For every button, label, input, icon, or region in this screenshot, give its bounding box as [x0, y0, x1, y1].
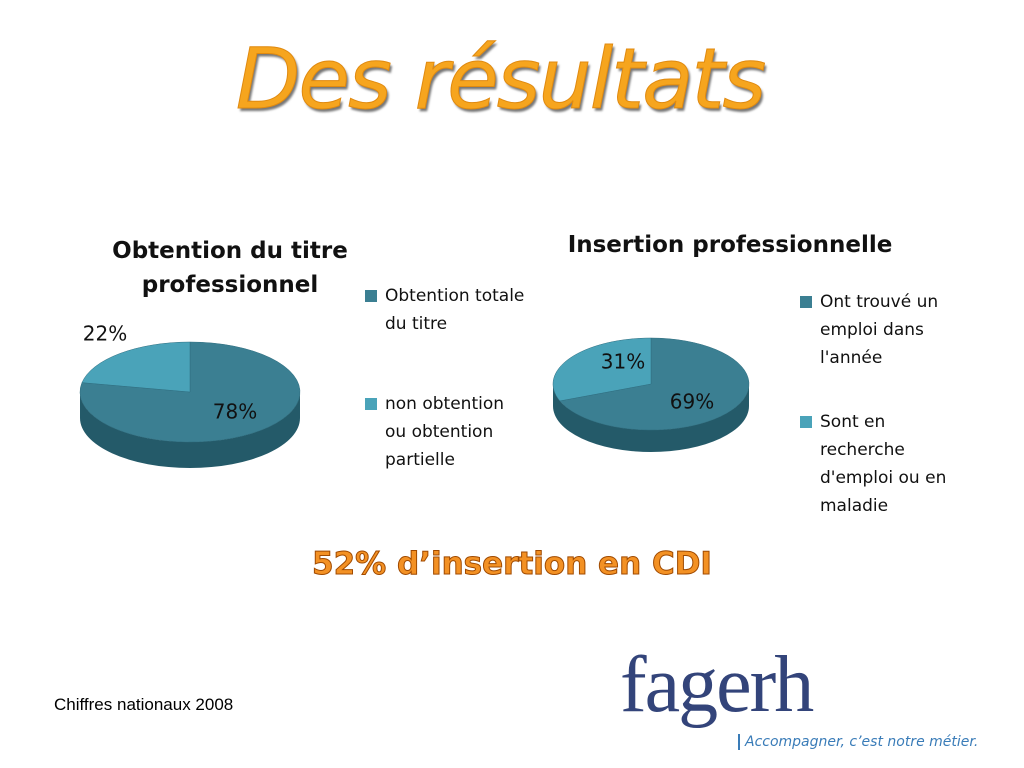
legend-swatch — [800, 416, 812, 428]
legend-swatch — [365, 290, 377, 302]
chart-title: Insertion professionnelle — [567, 232, 893, 258]
legend-label: non obtention ou obtention partielle — [385, 394, 505, 470]
highlight: 52% d’insertion en CDI — [312, 546, 713, 583]
pie-side — [80, 392, 300, 468]
legend-item: non obtention ou obtention partielle — [365, 390, 525, 474]
legend-item: Ont trouvé un emploi dans l'année — [800, 288, 960, 372]
legend-item: Obtention totale du titre — [365, 282, 525, 338]
data-label: 69% — [670, 390, 714, 414]
data-label: 22% — [83, 322, 127, 346]
legend-label: Ont trouvé un emploi dans l'année — [820, 292, 939, 368]
pie-side — [553, 384, 749, 452]
legend-swatch — [800, 296, 812, 308]
footnote: Chiffres nationaux 2008 — [54, 695, 234, 714]
chart-title: Obtention du titre professionnel — [112, 238, 348, 298]
legend-item: Sont en recherche d'emploi ou en maladie — [800, 408, 960, 520]
logo-tagline: Accompagner, c’est notre métier. — [738, 734, 978, 750]
slide-title: Des résultats — [235, 30, 767, 129]
data-label: 78% — [213, 400, 257, 424]
legend-label: Sont en recherche d'emploi ou en maladie — [820, 412, 947, 516]
legend-label: Obtention totale du titre — [385, 286, 525, 334]
pie-slice — [552, 337, 652, 402]
data-label: 31% — [601, 350, 645, 374]
pie-slice — [559, 337, 750, 431]
legend-swatch — [365, 398, 377, 410]
pie-slice — [81, 341, 191, 393]
logo: fagerh — [620, 641, 814, 729]
